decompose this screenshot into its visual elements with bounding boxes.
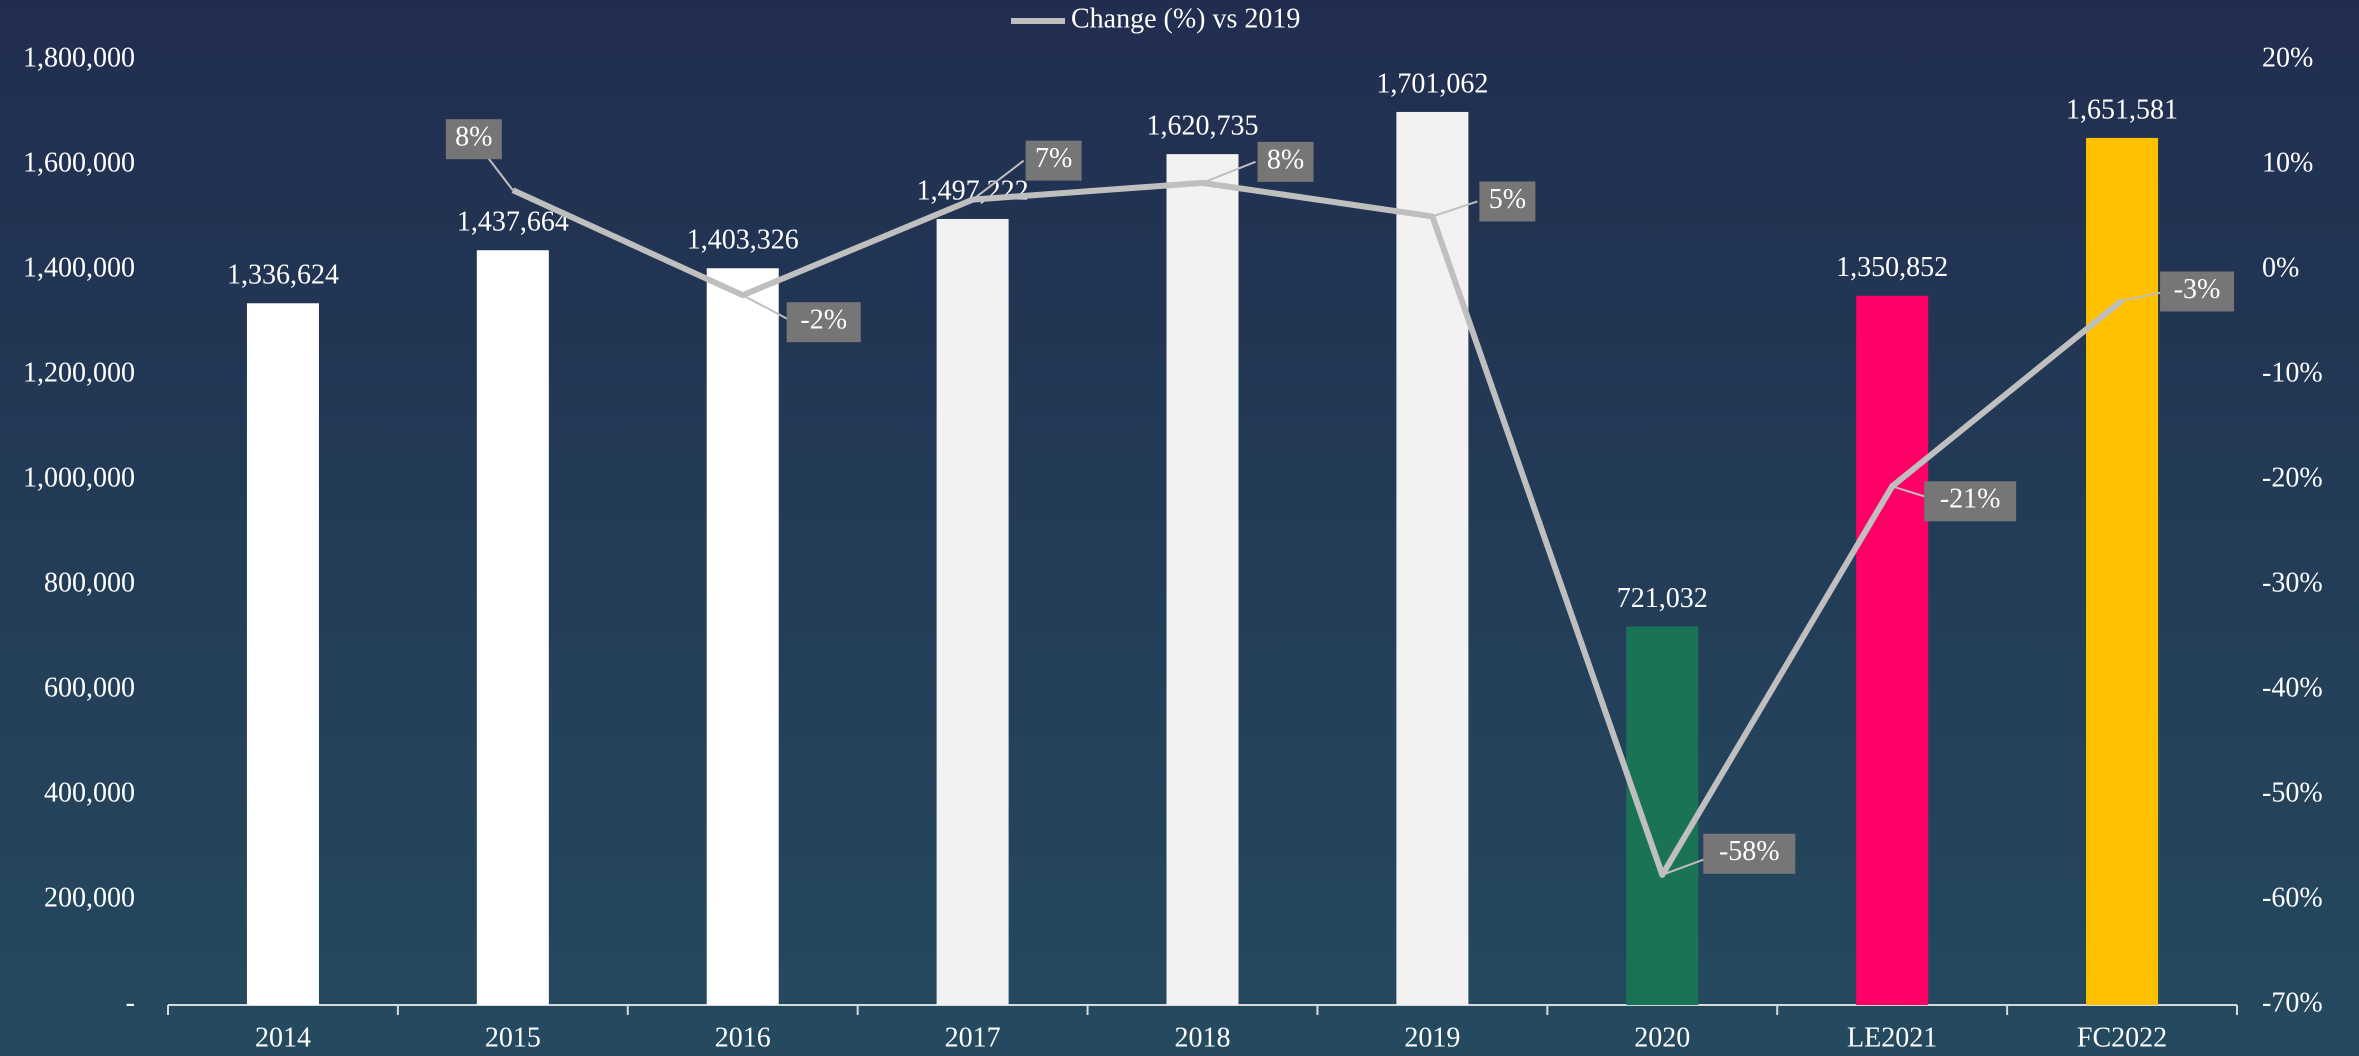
label-box bbox=[2160, 271, 2235, 312]
line-value-label: -2% bbox=[800, 305, 847, 336]
line-value-label: 8% bbox=[1267, 144, 1304, 175]
label-box bbox=[1025, 140, 1082, 181]
y2-tick-label: 20% bbox=[2262, 42, 2313, 73]
y2-tick-label: -10% bbox=[2262, 357, 2323, 388]
leader-line bbox=[1202, 160, 1256, 184]
y-tick-label: 1,600,000 bbox=[23, 147, 135, 178]
bar bbox=[476, 250, 549, 1006]
label-box bbox=[1703, 833, 1796, 874]
line-value-label: -3% bbox=[2174, 274, 2221, 305]
x-tick-label: 2018 bbox=[1175, 1022, 1231, 1053]
legend-label: Change (%) vs 2019 bbox=[1071, 3, 1300, 34]
line-value-label: -21% bbox=[1940, 484, 2001, 515]
bar bbox=[1166, 154, 1239, 1005]
bar-value-label: 1,651,581 bbox=[2066, 94, 2178, 125]
y2-tick-label: -50% bbox=[2262, 777, 2323, 808]
line-value-label: 7% bbox=[1035, 143, 1072, 174]
label-box bbox=[1924, 481, 2017, 522]
x-tick-label: 2016 bbox=[715, 1022, 771, 1053]
line-value-label: 8% bbox=[455, 122, 492, 153]
leader-line bbox=[1432, 200, 1478, 218]
bar bbox=[706, 268, 779, 1005]
y-tick-label: 1,800,000 bbox=[23, 42, 135, 73]
x-tick-label: 2015 bbox=[485, 1022, 541, 1053]
y2-tick-label: -40% bbox=[2262, 672, 2323, 703]
y-tick-label: 1,000,000 bbox=[23, 462, 135, 493]
y-tick-label: 600,000 bbox=[44, 672, 135, 703]
bar-value-label: 1,701,062 bbox=[1376, 68, 1488, 99]
line-value-label: -58% bbox=[1719, 836, 1780, 867]
y2-tick-label: 10% bbox=[2262, 147, 2313, 178]
y2-tick-label: -60% bbox=[2262, 882, 2323, 913]
bar-value-label: 1,403,326 bbox=[687, 225, 799, 256]
y-tick-label: 1,400,000 bbox=[23, 252, 135, 283]
y-tick-label: 400,000 bbox=[44, 777, 135, 808]
bar bbox=[246, 303, 319, 1005]
y2-tick-label: 0% bbox=[2262, 252, 2299, 283]
bar bbox=[1396, 111, 1469, 1006]
leader-line bbox=[742, 294, 795, 324]
label-box bbox=[786, 302, 861, 343]
y-tick-label: 1,200,000 bbox=[23, 357, 135, 388]
line-series bbox=[511, 179, 2124, 878]
label-box bbox=[445, 119, 502, 160]
y-tick-label: 200,000 bbox=[44, 882, 135, 913]
bar-value-label: 721,032 bbox=[1617, 583, 1708, 614]
y-tick-label: 800,000 bbox=[44, 567, 135, 598]
bar bbox=[1626, 626, 1699, 1005]
bar-value-label: 1,350,852 bbox=[1836, 252, 1948, 283]
bar bbox=[2086, 137, 2159, 1005]
y-tick-label: - bbox=[126, 987, 135, 1018]
x-tick-label: 2017 bbox=[945, 1022, 1001, 1053]
x-tick-label: 2014 bbox=[255, 1022, 311, 1053]
label-box bbox=[1479, 181, 1536, 222]
label-box bbox=[1257, 141, 1314, 182]
bar bbox=[936, 218, 1009, 1006]
leader-line bbox=[2121, 290, 2168, 302]
bar bbox=[1856, 295, 1929, 1005]
y2-tick-label: -70% bbox=[2262, 987, 2323, 1018]
bar-value-label: 1,336,624 bbox=[227, 260, 339, 291]
x-tick-label: 2020 bbox=[1634, 1022, 1690, 1053]
line-value-label: 5% bbox=[1489, 184, 1526, 215]
x-tick-label: FC2022 bbox=[2077, 1022, 2167, 1053]
x-tick-label: 2019 bbox=[1404, 1022, 1460, 1053]
bar-value-label: 1,620,735 bbox=[1147, 111, 1259, 142]
y2-tick-label: -20% bbox=[2262, 462, 2323, 493]
bar-value-label: 1,437,664 bbox=[457, 207, 569, 238]
y2-tick-label: -30% bbox=[2262, 567, 2323, 598]
leader-line bbox=[972, 159, 1025, 201]
x-tick-label: LE2021 bbox=[1847, 1022, 1937, 1053]
